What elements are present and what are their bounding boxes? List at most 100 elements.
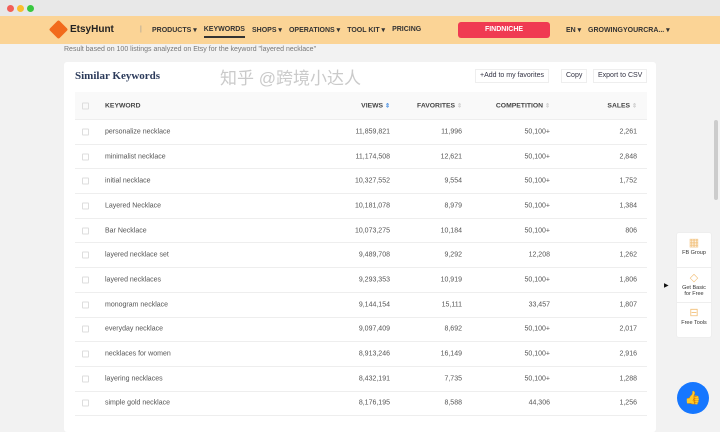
competition-cell: 50,100+ [524, 227, 551, 235]
row-checkbox[interactable] [82, 177, 89, 185]
sort-icon: ⇕ [456, 103, 462, 109]
keyword-cell: minimalist necklace [105, 153, 166, 161]
keywords-table: KEYWORD VIEWS ⇕ FAVORITES ⇕ COMPETITION … [75, 92, 647, 417]
competition-cell: 44,306 [528, 399, 550, 407]
sales-cell: 1,384 [619, 202, 637, 210]
favorites-cell: 11,996 [441, 128, 462, 136]
row-checkbox[interactable] [82, 251, 89, 259]
header-keyword: KEYWORD [105, 102, 141, 109]
row-checkbox[interactable] [82, 350, 89, 358]
row-checkbox[interactable] [82, 128, 89, 136]
keyword-cell: Bar Necklace [105, 227, 147, 235]
table-row: Layered Necklace 10,181,078 8,979 50,100+ 1,… [75, 194, 647, 219]
competition-cell: 33,457 [528, 301, 550, 309]
keyword-cell: monogram necklace [105, 301, 169, 309]
favorites-cell: 9,554 [444, 177, 462, 185]
thumbs-up-icon: 👍 [684, 390, 702, 405]
add-favorites-button[interactable]: +Add to my favorites [475, 69, 550, 83]
watermark: 知乎 @跨境小达人 [220, 69, 361, 88]
table-row: initial necklace 10,327,552 9,554 50,100+ 1,… [75, 169, 647, 195]
row-checkbox[interactable] [82, 202, 89, 210]
sales-cell: 806 [625, 227, 637, 235]
sales-cell: 2,017 [619, 325, 637, 333]
nav-shops[interactable]: SHOPS ▾ [251, 27, 282, 34]
sales-cell: 1,806 [619, 276, 637, 284]
sort-icon: ⇕ [544, 103, 550, 109]
favorites-cell: 10,919 [440, 276, 462, 284]
findniche-button[interactable]: FINDNICHE [458, 22, 550, 38]
logo[interactable]: EtsyHunt [48, 19, 114, 40]
competition-cell: 50,100+ [524, 276, 551, 284]
nav-links: PRODUCTS ▾ KEYWORDS SHOPS ▾ OPERATIONS ▾… [152, 26, 421, 38]
views-cell: 10,327,552 [354, 177, 390, 185]
views-cell: 8,432,191 [358, 375, 390, 383]
sort-icon: ⇕ [631, 103, 637, 109]
views-cell: 10,181,078 [354, 202, 390, 210]
get-basic-button[interactable]: ◇ Get Basic for Free [677, 268, 711, 303]
table-row: everyday necklace 9,097,409 8,692 50,100+ 2,… [75, 318, 647, 343]
sales-cell: 1,256 [619, 399, 637, 407]
views-cell: 11,174,508 [355, 153, 390, 161]
logo-icon [48, 19, 69, 40]
header-views[interactable]: VIEWS ⇕ [361, 102, 390, 109]
export-csv-button[interactable]: Export to CSV [593, 69, 648, 83]
nav-pricing[interactable]: PRICING [392, 26, 422, 33]
chat-button[interactable]: 👍 [677, 382, 709, 414]
nav-keywords[interactable]: KEYWORDS [203, 26, 245, 38]
header-competition[interactable]: COMPETITION ⇕ [496, 102, 550, 109]
views-cell: 10,073,275 [354, 227, 390, 235]
row-checkbox[interactable] [82, 153, 89, 161]
expand-arrow-icon[interactable]: ▶ [664, 283, 669, 289]
close-window-button[interactable] [7, 5, 14, 12]
for-free-label: for Free [684, 291, 704, 297]
language-select[interactable]: EN ▾ [566, 27, 582, 34]
table-row: layering necklaces 8,432,191 7,735 50,100+ 1… [75, 367, 647, 392]
row-checkbox[interactable] [82, 227, 89, 235]
views-cell: 9,144,154 [358, 301, 390, 309]
row-checkbox[interactable] [82, 399, 89, 407]
header-favorites[interactable]: FAVORITES ⇕ [417, 102, 462, 109]
competition-cell: 50,100+ [524, 153, 551, 161]
competition-cell: 12,208 [528, 251, 550, 259]
row-checkbox[interactable] [82, 276, 89, 284]
keyword-cell: layered necklaces [105, 276, 162, 284]
sales-cell: 2,848 [619, 153, 637, 161]
side-panel: ▦ FB Group ◇ Get Basic for Free ⊟ Free Tools [676, 232, 712, 338]
competition-cell: 50,100+ [524, 375, 551, 383]
grid-icon: ▦ [688, 237, 700, 249]
fb-group-button[interactable]: ▦ FB Group [677, 233, 711, 268]
views-cell: 9,489,708 [358, 251, 390, 259]
copy-button[interactable]: Copy [561, 69, 588, 83]
top-nav: EtsyHunt | PRODUCTS ▾ KEYWORDS SHOPS ▾ O… [0, 16, 720, 44]
free-tools-button[interactable]: ⊟ Free Tools [677, 303, 711, 338]
header-sales-label: SALES [607, 102, 631, 109]
select-all-checkbox[interactable] [82, 102, 89, 109]
sales-cell: 2,261 [619, 128, 637, 136]
header-sales[interactable]: SALES ⇕ [607, 102, 637, 109]
views-cell: 8,176,195 [358, 399, 390, 407]
favorites-cell: 8,692 [444, 325, 462, 333]
favorites-cell: 9,292 [444, 251, 462, 259]
toolbox-icon: ⊟ [689, 307, 699, 319]
views-cell: 8,913,246 [358, 350, 390, 358]
nav-products[interactable]: PRODUCTS ▾ [152, 27, 197, 34]
row-checkbox[interactable] [82, 325, 89, 333]
favorites-cell: 16,149 [440, 350, 462, 358]
header-views-label: VIEWS [361, 102, 384, 109]
table-row: Bar Necklace 10,073,275 10,184 50,100+ 806 [75, 219, 647, 244]
competition-cell: 50,100+ [524, 350, 551, 358]
nav-divider: | [140, 26, 142, 33]
minimize-window-button[interactable] [17, 5, 24, 12]
account-menu[interactable]: GROWINGYOURCRA... ▾ [588, 27, 670, 34]
row-checkbox[interactable] [82, 301, 89, 309]
table-row: simple gold necklace 8,176,195 8,588 44,306… [75, 392, 647, 417]
row-checkbox[interactable] [82, 375, 89, 383]
maximize-window-button[interactable] [27, 5, 34, 12]
favorites-cell: 12,621 [440, 153, 462, 161]
nav-toolkit[interactable]: TOOL KIT ▾ [347, 27, 386, 34]
result-info: Result based on 100 listings analyzed on… [64, 46, 317, 53]
keyword-cell: layered necklace set [105, 251, 169, 259]
views-cell: 9,293,353 [358, 276, 390, 284]
nav-operations[interactable]: OPERATIONS ▾ [288, 27, 341, 34]
scrollbar[interactable] [714, 120, 718, 200]
